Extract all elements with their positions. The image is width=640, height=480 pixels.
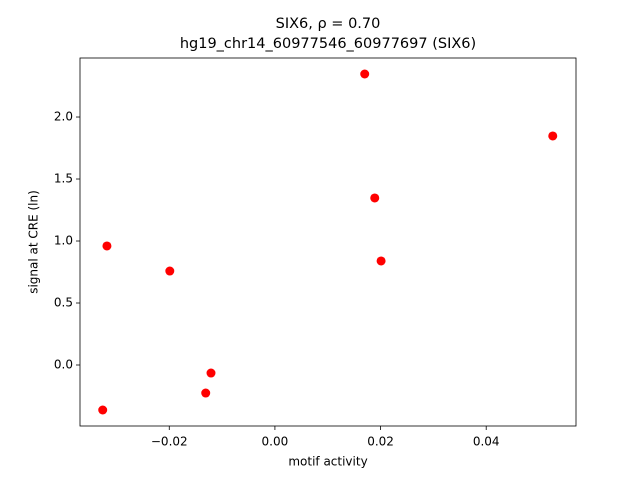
y-tick-label: 1.0 [54,234,73,248]
point [548,131,558,141]
y-tick-label: 2.0 [54,110,73,124]
point [201,388,211,398]
x-axis-label: motif activity [288,455,367,469]
x-tick-label: 0.00 [262,435,289,449]
x-tick-label: −0.02 [151,435,188,449]
y-axis-label: signal at CRE (ln) [27,190,41,294]
point [206,368,216,378]
point [102,241,112,251]
y-tick-label: 0.0 [54,357,73,371]
chart-title: SIX6, ρ = 0.70 [276,16,381,32]
point [360,69,370,79]
point [370,193,380,203]
plot-frame [79,57,577,427]
chart-subtitle: hg19_chr14_60977546_60977697 (SIX6) [180,36,476,52]
point [98,405,108,415]
point [165,266,175,276]
x-tick-label: 0.02 [367,435,394,449]
y-tick-label: 1.5 [54,172,73,186]
y-tick-label: 0.5 [54,296,73,310]
point [376,256,386,266]
x-tick-label: 0.04 [473,435,500,449]
